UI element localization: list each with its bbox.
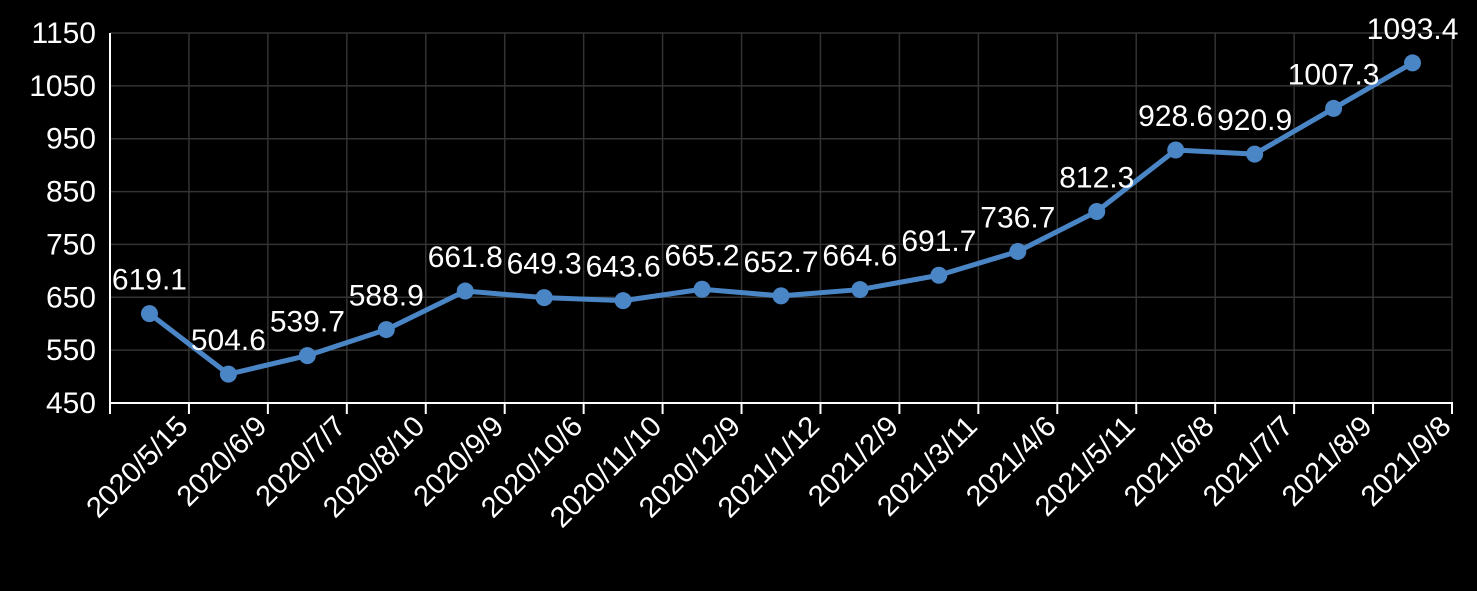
data-point-label: 619.1 xyxy=(112,264,187,297)
y-axis-tick-label: 1150 xyxy=(31,17,96,50)
y-axis-tick-label: 950 xyxy=(46,123,96,156)
data-point-marker xyxy=(140,305,158,323)
data-point-label: 665.2 xyxy=(665,239,740,272)
x-axis-tick-label: 2020/5/15 xyxy=(81,410,195,524)
data-point-marker xyxy=(772,287,790,305)
y-axis-tick-label: 650 xyxy=(46,281,96,314)
data-point-marker xyxy=(1325,99,1343,117)
data-point-label: 664.6 xyxy=(822,240,897,273)
data-point-label: 643.6 xyxy=(586,251,661,284)
y-axis-tick-label: 750 xyxy=(46,228,96,261)
data-point-marker xyxy=(1246,145,1264,163)
data-point-label: 920.9 xyxy=(1217,104,1292,137)
data-point-marker xyxy=(614,292,632,310)
data-point-marker xyxy=(535,289,553,307)
data-point-marker xyxy=(298,347,316,365)
data-point-label: 928.6 xyxy=(1138,100,1213,133)
data-point-marker xyxy=(456,282,474,300)
data-point-marker xyxy=(1009,242,1027,260)
data-point-marker xyxy=(1167,141,1185,159)
data-point-marker xyxy=(1404,54,1422,72)
data-point-label: 652.7 xyxy=(743,246,818,279)
data-point-label: 812.3 xyxy=(1059,161,1134,194)
data-point-marker xyxy=(377,321,395,339)
data-point-label: 539.7 xyxy=(270,306,345,339)
y-axis-tick-label: 450 xyxy=(46,387,96,420)
data-point-label: 588.9 xyxy=(349,280,424,313)
y-axis-tick-label: 850 xyxy=(46,176,96,209)
data-point-marker xyxy=(693,280,711,298)
data-point-label: 1093.4 xyxy=(1367,13,1459,46)
data-point-marker xyxy=(851,281,869,299)
data-point-label: 504.6 xyxy=(191,324,266,357)
data-point-label: 661.8 xyxy=(428,241,503,274)
data-point-label: 649.3 xyxy=(507,248,582,281)
data-point-marker xyxy=(219,365,237,383)
data-point-marker xyxy=(930,266,948,284)
data-point-label: 691.7 xyxy=(901,225,976,258)
data-point-label: 1007.3 xyxy=(1288,58,1380,91)
data-point-marker xyxy=(1088,202,1106,220)
y-axis-tick-label: 1050 xyxy=(29,70,96,103)
y-axis-tick-label: 550 xyxy=(46,334,96,367)
data-point-label: 736.7 xyxy=(980,201,1055,234)
